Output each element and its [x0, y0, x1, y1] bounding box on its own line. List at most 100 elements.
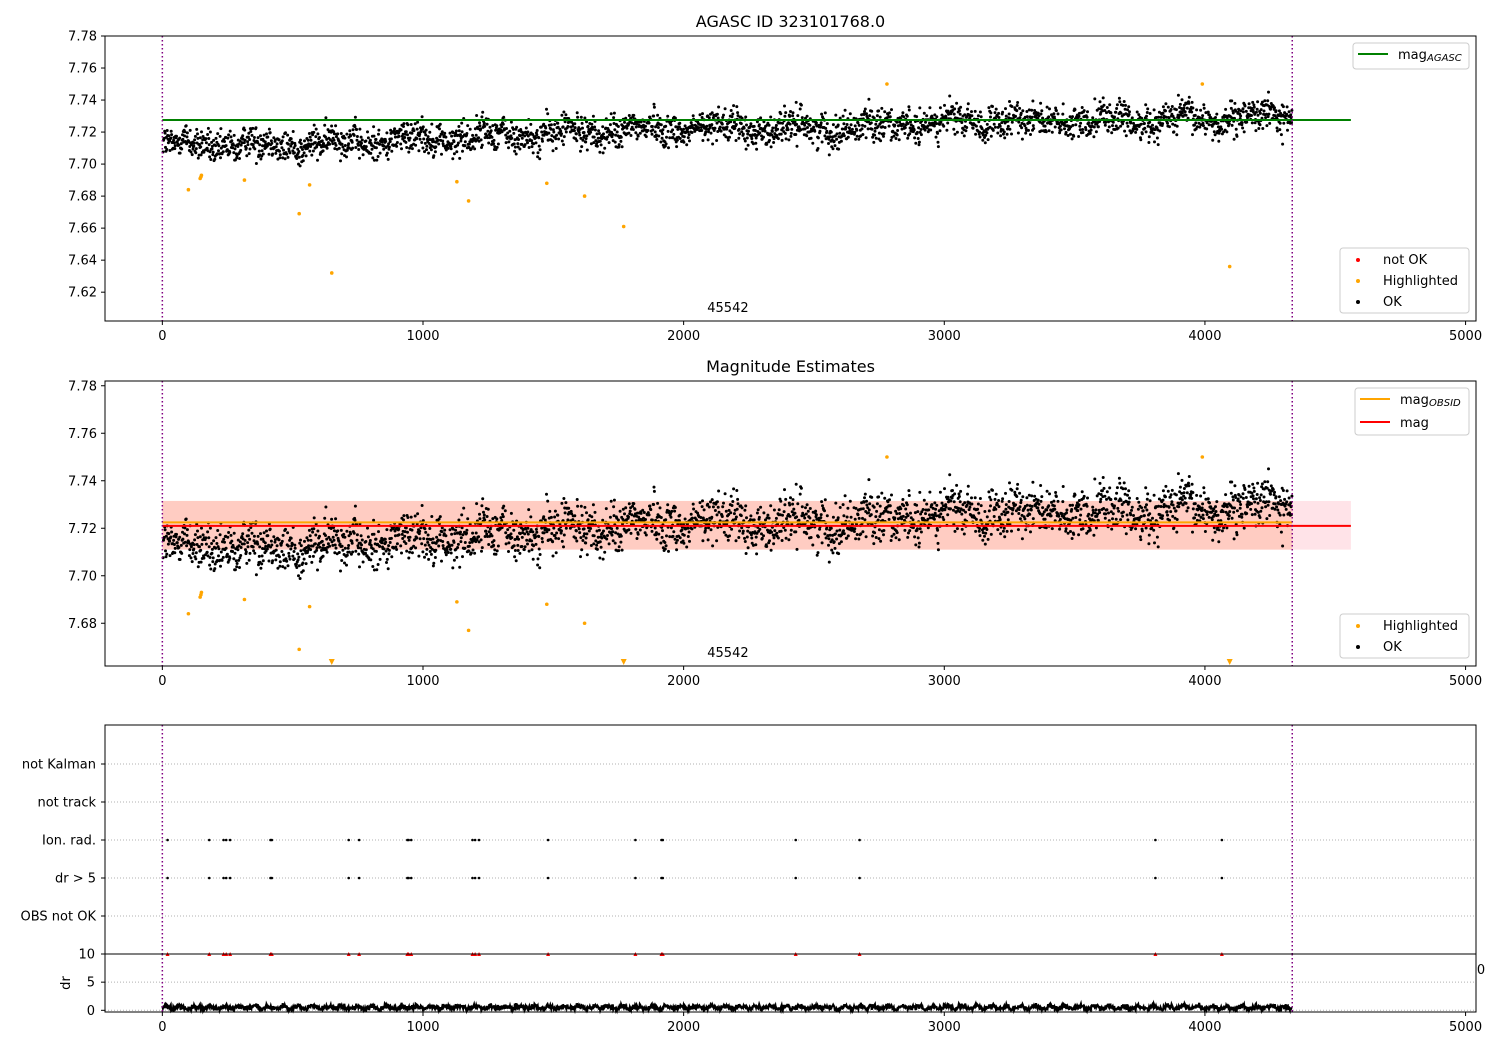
ok-point [710, 123, 714, 127]
ok-point [636, 134, 640, 138]
ok-point [178, 151, 182, 155]
ok-point [795, 122, 799, 126]
ok-point [1115, 107, 1119, 110]
ok-point [424, 128, 428, 132]
ok-point [395, 542, 399, 546]
ok-point [744, 147, 748, 151]
ok-point [289, 547, 293, 551]
ok-point [312, 130, 316, 134]
ok-point [316, 568, 319, 572]
ok-point [270, 543, 274, 547]
ok-point [202, 150, 206, 154]
ok-point [172, 538, 176, 542]
ok-point [178, 558, 182, 561]
ok-point [559, 129, 563, 133]
ok-point [583, 134, 586, 138]
ok-point [254, 126, 258, 130]
ok-point [516, 145, 520, 149]
ok-point [474, 531, 478, 535]
ok-point [183, 532, 186, 536]
ok-point [743, 508, 747, 512]
ok-point [840, 127, 844, 131]
ok-point [466, 517, 470, 521]
ok-point [386, 157, 390, 161]
ok-point [177, 546, 181, 549]
ok-point [245, 154, 249, 158]
ok-point [597, 528, 601, 532]
ok-point [901, 514, 905, 518]
ok-point [1087, 121, 1091, 125]
ok-point [960, 121, 964, 124]
ok-point [1115, 103, 1119, 107]
ok-point [1006, 518, 1010, 522]
ok-point [981, 133, 985, 137]
ok-point [547, 131, 551, 135]
ok-point [1161, 122, 1165, 126]
ok-point [458, 156, 462, 160]
ok-point [998, 124, 1002, 128]
chart-title: AGASC ID 323101768.0 [696, 12, 885, 31]
ok-point [1101, 96, 1105, 100]
ok-point [673, 116, 677, 120]
ok-point [629, 531, 633, 535]
ok-point [243, 138, 247, 142]
ok-point [946, 513, 950, 517]
ok-point [857, 123, 861, 127]
highlighted-point [466, 199, 471, 203]
ok-point [417, 149, 421, 153]
ok-point [385, 528, 389, 532]
ok-point [892, 532, 896, 536]
ok-point [732, 120, 736, 124]
ok-point [863, 518, 867, 522]
ok-point [449, 551, 453, 555]
ok-point [1029, 133, 1032, 136]
ok-point [715, 121, 719, 125]
ok-point [418, 537, 422, 541]
ok-point [875, 509, 879, 513]
ok-point [417, 554, 421, 558]
ok-point [1061, 102, 1065, 106]
ok-point [519, 128, 523, 131]
ok-point [169, 535, 173, 539]
ok-point [228, 556, 232, 560]
ok-point [644, 135, 648, 139]
ok-point [400, 147, 403, 151]
ok-point [634, 131, 638, 135]
ok-point [974, 529, 978, 533]
ok-point [774, 516, 778, 520]
ok-point [791, 111, 795, 115]
ok-point [216, 529, 220, 532]
ok-point [298, 164, 302, 168]
ok-point [542, 122, 546, 126]
ok-point [334, 124, 338, 128]
ok-point [1156, 143, 1160, 147]
ok-point [1020, 537, 1024, 541]
ok-point [400, 551, 403, 555]
ok-point [347, 544, 351, 547]
ok-point [440, 559, 443, 563]
ok-point [1241, 107, 1245, 111]
ok-point [579, 136, 583, 140]
ok-point [598, 540, 602, 544]
highlighted-point [1227, 264, 1232, 269]
ok-point [758, 131, 762, 135]
ok-point [944, 116, 948, 120]
ok-point [820, 541, 824, 545]
ok-point [407, 150, 411, 154]
ok-point [273, 540, 277, 544]
ok-point [917, 126, 921, 130]
ok-point [341, 145, 345, 149]
ok-point [1004, 114, 1008, 118]
ok-point [397, 134, 401, 138]
ok-point [1018, 517, 1022, 521]
ok-point [288, 151, 292, 155]
ok-point [238, 566, 241, 569]
ok-point [1207, 123, 1211, 127]
ok-point [1214, 116, 1217, 119]
ok-point [769, 115, 773, 119]
ok-point [609, 112, 613, 116]
ok-point [265, 547, 269, 551]
ok-point [343, 144, 347, 147]
ok-point [806, 126, 809, 129]
ok-point [908, 132, 912, 136]
